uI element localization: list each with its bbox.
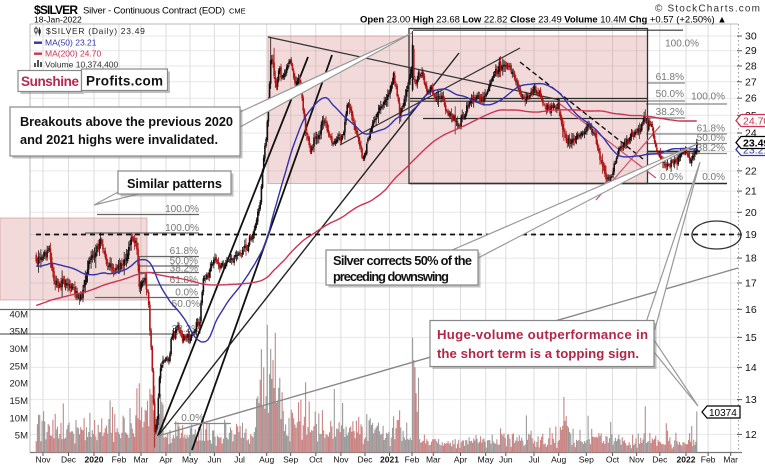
svg-text:Jun: Jun (208, 455, 222, 465)
svg-text:22: 22 (745, 165, 757, 177)
svg-text:19: 19 (745, 229, 757, 241)
svg-text:38.2%: 38.2% (170, 264, 198, 275)
svg-text:18: 18 (745, 253, 757, 265)
svg-text:CME: CME (229, 7, 246, 16)
svg-text:MA(50) 23.21: MA(50) 23.21 (45, 38, 97, 48)
svg-text:50.0%: 50.0% (172, 299, 200, 310)
svg-text:0.0%: 0.0% (175, 288, 198, 299)
svg-text:MA(200) 24.70: MA(200) 24.70 (45, 49, 101, 59)
svg-text:Sunshine: Sunshine (21, 74, 79, 89)
svg-text:Mar: Mar (134, 455, 149, 465)
svg-text:14: 14 (745, 362, 757, 374)
svg-text:Jul: Jul (529, 455, 540, 465)
svg-text:Jun: Jun (499, 455, 513, 465)
svg-text:61.8%: 61.8% (697, 124, 725, 135)
svg-text:35M: 35M (10, 327, 29, 338)
svg-text:Volume 10,374,400: Volume 10,374,400 (45, 60, 119, 70)
svg-text:61.8%: 61.8% (656, 72, 684, 83)
svg-text:Dec: Dec (652, 455, 668, 465)
svg-text:© StockCharts.com: © StockCharts.com (655, 4, 760, 15)
svg-text:Mar: Mar (723, 455, 738, 465)
svg-text:Breakouts above the previous 2: Breakouts above the previous 2020 (20, 114, 233, 129)
svg-text:the short term is a topping si: the short term is a topping sign. (437, 346, 639, 361)
svg-text:Profits.com: Profits.com (86, 74, 163, 89)
svg-text:38.2%: 38.2% (172, 324, 200, 335)
svg-text:100.0%: 100.0% (165, 204, 199, 215)
svg-text:and 2021 highs were invalidate: and 2021 highs were invalidated. (20, 132, 218, 147)
svg-text:100.0%: 100.0% (691, 92, 725, 103)
svg-text:Huge-volume outperformance in: Huge-volume outperformance in (437, 327, 648, 342)
svg-text:24: 24 (745, 128, 757, 140)
svg-text:100.0%: 100.0% (665, 39, 699, 50)
svg-text:10374: 10374 (709, 408, 737, 419)
svg-text:21: 21 (745, 186, 757, 198)
svg-text:2021: 2021 (380, 455, 399, 465)
svg-text:61.8%: 61.8% (170, 246, 198, 257)
svg-text:50.0%: 50.0% (170, 256, 198, 267)
svg-text:40M: 40M (10, 309, 29, 320)
svg-text:50.0%: 50.0% (656, 89, 684, 100)
svg-text:Apr: Apr (159, 455, 172, 465)
svg-text:Aug: Aug (259, 455, 274, 465)
svg-text:$SILVER (Daily) 23.49: $SILVER (Daily) 23.49 (46, 26, 146, 36)
svg-text:5M: 5M (15, 431, 28, 442)
svg-text:Nov: Nov (629, 455, 645, 465)
svg-text:2020: 2020 (85, 455, 104, 465)
svg-text:38.2%: 38.2% (697, 143, 725, 154)
svg-text:Sep: Sep (283, 455, 298, 465)
svg-text:Dec: Dec (61, 455, 77, 465)
svg-text:Nov: Nov (35, 455, 51, 465)
svg-text:preceding downswing: preceding downswing (333, 269, 449, 284)
svg-text:$SILVER: $SILVER (34, 3, 78, 17)
svg-text:13: 13 (745, 394, 757, 406)
svg-text:Feb: Feb (701, 455, 716, 465)
svg-text:15: 15 (745, 332, 757, 344)
svg-text:May: May (478, 455, 495, 465)
svg-text:Silver - Continuous Contract (: Silver - Continuous Contract (EOD) (83, 6, 225, 17)
svg-text:Oct: Oct (309, 455, 323, 465)
svg-text:38.2%: 38.2% (656, 107, 684, 118)
svg-text:12: 12 (745, 429, 757, 441)
svg-text:25M: 25M (10, 361, 29, 372)
svg-text:0.0%: 0.0% (181, 413, 204, 424)
svg-text:Aug: Aug (551, 455, 566, 465)
svg-text:2022: 2022 (677, 455, 696, 465)
svg-text:24.70: 24.70 (743, 115, 765, 127)
svg-text:16: 16 (745, 304, 757, 316)
svg-text:Nov: Nov (333, 455, 349, 465)
svg-text:50.0%: 50.0% (697, 133, 725, 144)
svg-text:Silver corrects 50% of the: Silver corrects 50% of the (333, 253, 472, 268)
svg-text:10M: 10M (10, 413, 29, 424)
svg-text:Mar: Mar (426, 455, 441, 465)
svg-text:20M: 20M (10, 379, 29, 390)
svg-text:30M: 30M (10, 344, 29, 355)
svg-text:100.0%: 100.0% (165, 223, 199, 234)
svg-text:23.49: 23.49 (743, 137, 765, 149)
svg-text:29: 29 (745, 45, 757, 57)
svg-text:0.0%: 0.0% (702, 172, 725, 183)
svg-text:28: 28 (745, 61, 757, 73)
svg-text:Dec: Dec (357, 455, 373, 465)
svg-text:Feb: Feb (405, 455, 420, 465)
svg-text:Apr: Apr (454, 455, 467, 465)
svg-text:Feb: Feb (112, 455, 127, 465)
svg-text:May: May (182, 455, 199, 465)
svg-text:27: 27 (745, 76, 757, 88)
svg-text:15M: 15M (10, 396, 29, 407)
svg-text:Sep: Sep (579, 455, 594, 465)
svg-text:20: 20 (745, 207, 757, 219)
svg-text:30: 30 (745, 31, 757, 43)
svg-text:Open 23.00 High 23.68 Low 22: Open 23.00 High 23.68 Low 22.82 Close 23… (360, 15, 727, 26)
svg-text:0.0%: 0.0% (660, 172, 683, 183)
svg-text:Oct: Oct (606, 455, 620, 465)
svg-text:Similar patterns: Similar patterns (127, 176, 222, 191)
svg-text:61.8%: 61.8% (170, 275, 198, 286)
svg-text:26: 26 (745, 93, 757, 105)
svg-text:17: 17 (745, 278, 757, 290)
svg-text:18-Jan-2022: 18-Jan-2022 (34, 15, 82, 25)
svg-text:Jul: Jul (234, 455, 245, 465)
